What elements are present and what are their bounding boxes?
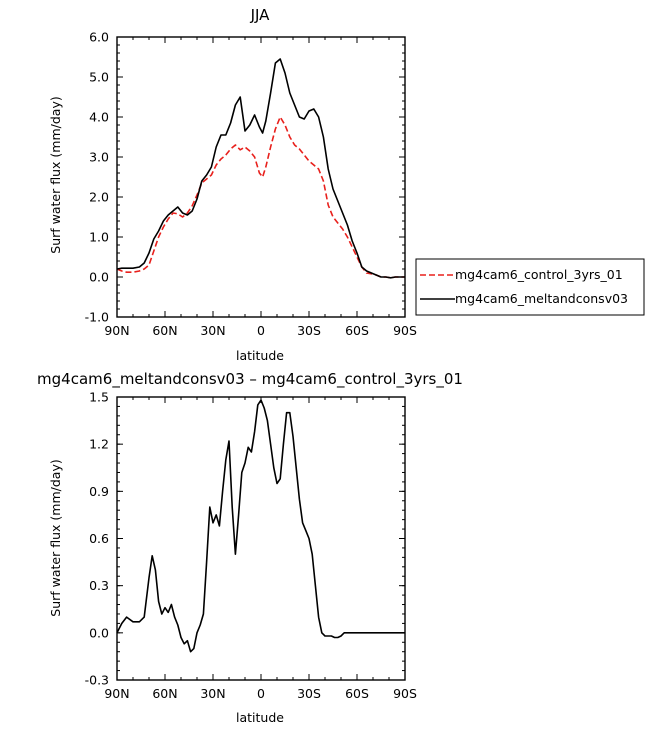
- bottom-x-tick-label: 90N: [104, 686, 129, 701]
- top-panel: JJA Surf water flux (mm/day) latitude 90…: [48, 6, 417, 363]
- top-x-tick-label: 90S: [393, 323, 417, 338]
- bottom-plot-frame: [116, 396, 406, 681]
- top-y-tick-label: 1.0: [89, 230, 109, 245]
- top-series-line-1: [116, 58, 405, 279]
- top-y-tick-label: 4.0: [89, 110, 109, 125]
- top-chart-title: JJA: [250, 6, 271, 24]
- bottom-chart-title: mg4cam6_meltandconsv03 – mg4cam6_control…: [37, 370, 463, 389]
- bottom-series-line-0: [116, 399, 405, 653]
- top-y-tick-label: 5.0: [89, 70, 109, 85]
- legend-label-meltandconsv: mg4cam6_meltandconsv03: [455, 291, 628, 306]
- bottom-y-tick-label: 0.9: [89, 484, 109, 499]
- bottom-x-tick-label: 0: [257, 686, 265, 701]
- top-y-tick-label: 3.0: [89, 150, 109, 165]
- bottom-x-tick-label: 30S: [297, 686, 321, 701]
- top-x-tick-label: 60N: [152, 323, 177, 338]
- top-x-tick-label: 0: [257, 323, 265, 338]
- bottom-x-axis-title: latitude: [236, 710, 284, 725]
- bottom-y-tick-label: 0.6: [89, 531, 109, 546]
- top-x-tick-label: 30S: [297, 323, 321, 338]
- top-y-tick-label: 0.0: [89, 270, 109, 285]
- bottom-x-tick-label: 60S: [345, 686, 369, 701]
- top-x-tick-label: 30N: [200, 323, 225, 338]
- top-plot-frame: [116, 36, 406, 318]
- top-x-tick-label: 90N: [104, 323, 129, 338]
- bottom-x-tick-label: 30N: [200, 686, 225, 701]
- top-y-tick-label: -1.0: [85, 310, 109, 325]
- top-series-line-0: [116, 116, 405, 279]
- bottom-y-tick-label: 0.3: [89, 578, 109, 593]
- bottom-x-tick-label: 60N: [152, 686, 177, 701]
- bottom-y-tick-label: -0.3: [85, 673, 109, 688]
- bottom-y-tick-label: 1.2: [89, 437, 109, 452]
- legend-box: [415, 258, 645, 316]
- top-x-axis-title: latitude: [236, 348, 284, 363]
- bottom-panel: mg4cam6_meltandconsv03 – mg4cam6_control…: [37, 370, 463, 725]
- top-y-tick-label: 6.0: [89, 30, 109, 45]
- bottom-y-tick-label: 0.0: [89, 625, 109, 640]
- bottom-y-tick-label: 1.5: [89, 390, 109, 405]
- bottom-x-tick-label: 90S: [393, 686, 417, 701]
- top-x-tick-label: 60S: [345, 323, 369, 338]
- legend-label-control: mg4cam6_control_3yrs_01: [455, 267, 623, 282]
- top-y-axis-title: Surf water flux (mm/day): [48, 96, 63, 253]
- legend: mg4cam6_control_3yrs_01 mg4cam6_meltandc…: [415, 258, 645, 316]
- bottom-y-axis-title: Surf water flux (mm/day): [48, 459, 63, 616]
- top-y-tick-label: 2.0: [89, 190, 109, 205]
